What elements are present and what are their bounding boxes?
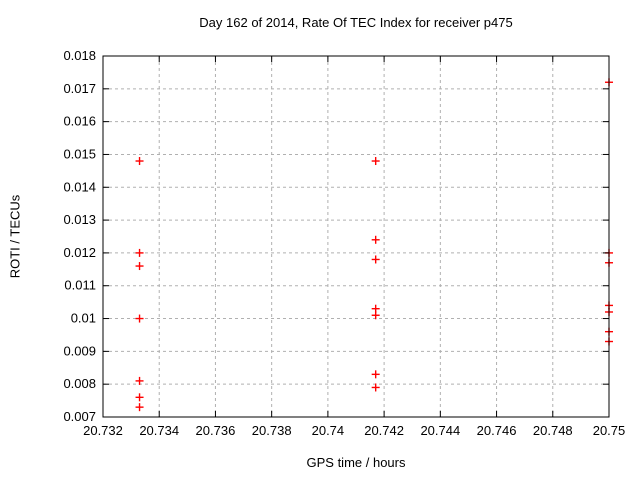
- y-tick-label: 0.012: [63, 245, 96, 260]
- x-axis-label: GPS time / hours: [306, 455, 406, 470]
- x-tick-label: 20.736: [196, 423, 236, 438]
- y-axis-label: ROTI / TECUs: [7, 194, 23, 279]
- plot-border: [102, 55, 610, 418]
- y-tick-label: 0.017: [63, 81, 96, 96]
- y-tick-label: 0.018: [63, 48, 96, 63]
- chart-title: Day 162 of 2014, Rate Of TEC Index for r…: [199, 15, 513, 30]
- y-tick-label: 0.01: [71, 311, 96, 326]
- x-tick-label: 20.734: [139, 423, 179, 438]
- x-tick-label: 20.74: [312, 423, 345, 438]
- x-tick-label: 20.738: [252, 423, 292, 438]
- x-tick-label: 20.748: [533, 423, 573, 438]
- y-tick-label: 0.015: [63, 146, 96, 161]
- x-tick-label: 20.742: [364, 423, 404, 438]
- y-tick-label: 0.007: [63, 409, 96, 424]
- y-tick-label: 0.009: [63, 343, 96, 358]
- x-tick-label: 20.75: [593, 423, 626, 438]
- y-tick-label: 0.013: [63, 212, 96, 227]
- y-tick-label: 0.016: [63, 114, 96, 129]
- x-tick-label: 20.732: [83, 423, 123, 438]
- y-tick-label: 0.011: [64, 278, 96, 293]
- y-tick-label: 0.008: [63, 376, 96, 391]
- x-tick-label: 20.746: [477, 423, 517, 438]
- x-tick-label: 20.744: [420, 423, 460, 438]
- y-tick-label: 0.014: [63, 179, 96, 194]
